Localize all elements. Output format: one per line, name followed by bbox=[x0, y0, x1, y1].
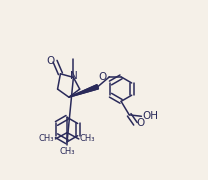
Text: CH₃: CH₃ bbox=[80, 134, 95, 143]
Text: CH₃: CH₃ bbox=[59, 147, 75, 156]
Text: O: O bbox=[98, 72, 106, 82]
Text: OH: OH bbox=[142, 111, 158, 121]
Polygon shape bbox=[69, 85, 98, 97]
Text: O: O bbox=[136, 118, 145, 128]
Text: CH₃: CH₃ bbox=[39, 134, 54, 143]
Text: O: O bbox=[46, 56, 55, 66]
Polygon shape bbox=[69, 85, 98, 97]
Text: N: N bbox=[71, 71, 78, 81]
